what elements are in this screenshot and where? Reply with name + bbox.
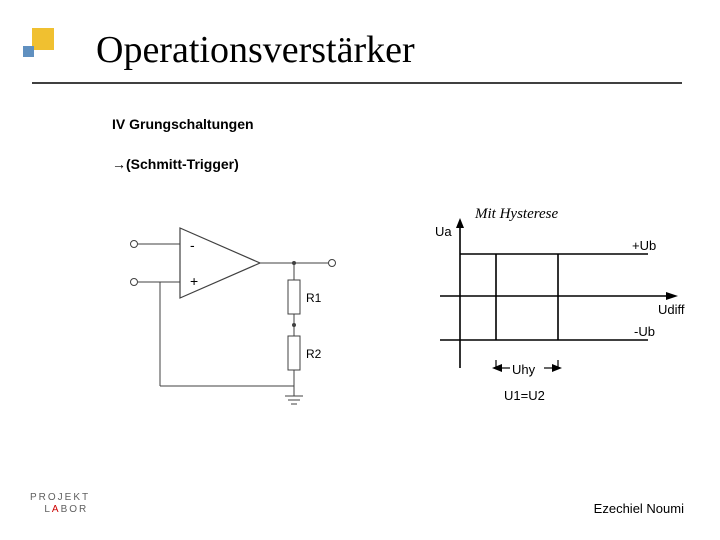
topic-text: (Schmitt-Trigger)	[126, 156, 239, 172]
logo-l: L	[44, 504, 52, 515]
threshold-label: U1=U2	[504, 388, 545, 403]
hysteresis-plot: Mit Hysterese Ua Udiff +Ub -Ub Uhy U1=U2	[400, 200, 700, 435]
y-axis-label: Ua	[435, 224, 452, 239]
r2-label: R2	[306, 347, 322, 361]
slide-bullet-decoration	[20, 28, 58, 87]
arrow-icon: →	[112, 156, 126, 172]
opamp-plus: +	[190, 273, 198, 289]
lower-level-label: -Ub	[634, 324, 655, 339]
section-heading: IV Grungschaltungen	[112, 116, 254, 132]
upper-level-label: +Ub	[632, 238, 656, 253]
projekt-labor-logo: PROJEKT LABOR	[30, 492, 90, 516]
schmitt-trigger-circuit: - + R1 R2	[100, 208, 360, 413]
r1-label: R1	[306, 291, 322, 305]
slide-title: Operationsverstärker	[96, 28, 415, 72]
width-label: Uhy	[512, 362, 536, 377]
title-underline	[32, 82, 682, 84]
opamp-minus: -	[190, 237, 195, 253]
logo-bor: BOR	[61, 504, 89, 515]
x-axis-label: Udiff	[658, 302, 685, 317]
logo-line1: PROJEKT	[30, 492, 90, 503]
hysteresis-title: Mit Hysterese	[474, 206, 559, 222]
author-name: Ezechiel Noumi	[594, 501, 684, 516]
topic-heading: →(Schmitt-Trigger)	[112, 156, 239, 172]
logo-a-red: A	[52, 504, 61, 515]
